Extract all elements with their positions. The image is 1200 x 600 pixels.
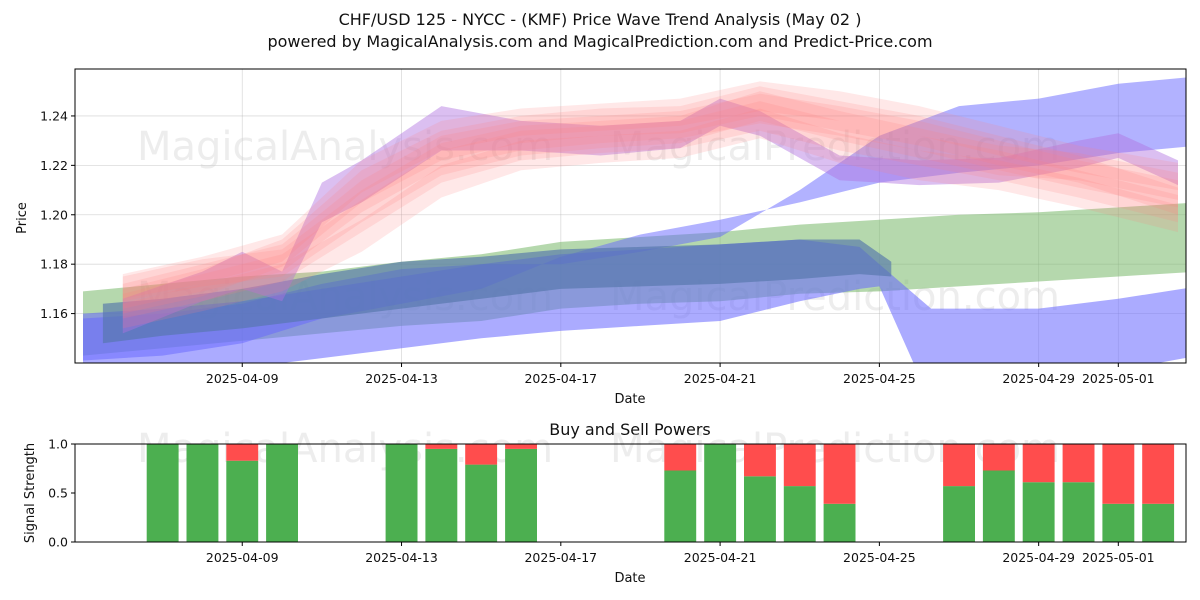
- band-steel_band: [102, 239, 892, 344]
- band-blue_low_band: [83, 239, 1186, 363]
- sell-bar: [943, 444, 975, 487]
- sell-bar: [425, 444, 458, 449]
- signal-x-ticks: 2025-04-09 2025-04-13 2025-04-17 2025-04-21…: [206, 542, 1155, 565]
- sell-bar: [664, 444, 697, 471]
- signal-title: Buy and Sell Powers: [549, 420, 711, 439]
- band-red_band_6: [122, 86, 1178, 314]
- price-y-tick-label: 1.16: [40, 306, 68, 321]
- signal-x-tick-label: 2025-04-21: [684, 550, 757, 565]
- buy-bar: [385, 444, 418, 542]
- sell-bar: [744, 444, 776, 477]
- signal-x-tick-label: 2025-04-09: [206, 550, 279, 565]
- signal-y-tick-label: 0.0: [48, 535, 68, 550]
- buy-bar: [1102, 503, 1135, 542]
- buy-bar: [704, 444, 737, 542]
- price-y-tick-label: 1.24: [40, 108, 68, 123]
- price-x-ticks: 2025-04-09 2025-04-13 2025-04-17 2025-04-21…: [206, 363, 1155, 386]
- buy-bar: [744, 476, 776, 542]
- sell-bar: [1022, 444, 1055, 483]
- price-plot-frame: [74, 68, 1187, 364]
- buy-bar: [1022, 482, 1055, 542]
- signal-x-tick-label: 2025-04-29: [1002, 550, 1075, 565]
- buy-bar: [425, 448, 458, 542]
- signal-x-tick-label: 2025-05-01: [1082, 550, 1155, 565]
- signal-x-tick-label: 2025-04-25: [843, 550, 916, 565]
- watermark-analysis-top: MagicalAnalysis.com: [137, 124, 553, 170]
- buy-bar: [783, 486, 816, 542]
- buy-bar: [505, 448, 537, 542]
- sell-bar: [823, 444, 856, 504]
- price-panel: MagicalAnalysis.com MagicalPrediction.co…: [15, 68, 1187, 407]
- band-red_band_3: [122, 101, 1178, 319]
- signal-x-tick-label: 2025-04-17: [524, 550, 597, 565]
- sell-bar: [1142, 444, 1175, 504]
- price-y-tick-label: 1.18: [40, 257, 68, 272]
- buy-bar: [823, 503, 856, 542]
- buy-bar: [465, 464, 498, 542]
- price-x-tick-label: 2025-04-21: [684, 371, 757, 386]
- sell-bar: [1062, 444, 1095, 483]
- signal-bars: [146, 444, 1175, 542]
- sell-bar: [1102, 444, 1135, 504]
- buy-bar: [982, 470, 1015, 542]
- sell-bar: [226, 444, 259, 461]
- price-x-tick-label: 2025-04-25: [843, 371, 916, 386]
- band-red_band_5: [122, 91, 1178, 302]
- sell-bar: [505, 444, 537, 449]
- signal-y-tick-label: 1.0: [48, 437, 68, 452]
- price-y-tick-label: 1.20: [40, 207, 68, 222]
- buy-bar: [226, 460, 259, 542]
- price-x-tick-label: 2025-05-01: [1082, 371, 1155, 386]
- price-x-tick-label: 2025-04-09: [206, 371, 279, 386]
- band-red_band_4: [122, 108, 1178, 329]
- sell-bar: [982, 444, 1015, 471]
- buy-bar: [943, 486, 975, 542]
- price-x-tick-label: 2025-04-13: [365, 371, 438, 386]
- signal-panel: Buy and Sell Powers MagicalAnalysis.com …: [23, 420, 1187, 586]
- sell-bar: [783, 444, 816, 487]
- band-purple_band: [122, 98, 1178, 334]
- price-y-ticks: 1.16 1.18 1.20 1.22 1.24: [40, 108, 75, 321]
- signal-y-axis-label: Signal Strength: [23, 443, 38, 543]
- buy-bar: [1062, 482, 1095, 542]
- band-red_band_2: [122, 93, 1178, 309]
- band-red_band_1: [122, 81, 1178, 299]
- price-y-axis-label: Price: [15, 202, 30, 234]
- buy-bar: [664, 470, 697, 542]
- signal-y-ticks: 0.0 0.5 1.0: [48, 437, 75, 550]
- sell-bar: [465, 444, 498, 465]
- price-x-tick-label: 2025-04-29: [1002, 371, 1075, 386]
- chart-subtitle: powered by MagicalAnalysis.com and Magic…: [267, 32, 932, 51]
- price-bands: [83, 77, 1186, 363]
- price-y-tick-label: 1.22: [40, 158, 68, 173]
- price-x-axis-label: Date: [614, 392, 645, 407]
- signal-x-tick-label: 2025-04-13: [365, 550, 438, 565]
- buy-bar: [186, 444, 219, 542]
- buy-bar: [146, 444, 179, 542]
- chart-title: CHF/USD 125 - NYCC - (KMF) Price Wave Tr…: [339, 10, 862, 29]
- price-x-tick-label: 2025-04-17: [524, 371, 597, 386]
- buy-bar: [266, 444, 298, 542]
- signal-y-tick-label: 0.5: [48, 486, 68, 501]
- signal-x-axis-label: Date: [614, 571, 645, 586]
- buy-bar: [1142, 503, 1175, 542]
